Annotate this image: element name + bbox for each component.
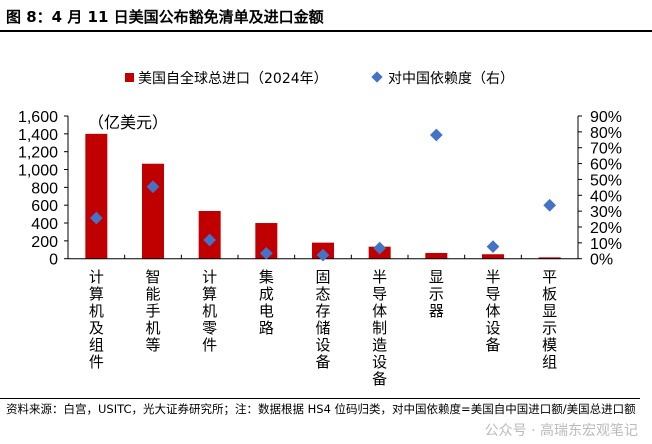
category-label-char: 计 [202,268,217,286]
left-tick-label: 1,000 [18,163,58,180]
category-label-char: 组 [542,353,557,371]
right-tick-label: 70% [590,141,622,158]
left-tick-label: 1,400 [18,127,58,144]
figure-title: 图 8：4 月 11 日美国公布豁免清单及进口金额 [6,8,324,26]
dependency-point [203,233,217,247]
category-label-char: 设 [372,353,387,371]
category-label-char: 算 [202,285,217,303]
category-label-char: 显 [429,268,444,286]
title-divider [0,30,652,32]
category-label-char: 体 [485,302,500,320]
category-label-char: 备 [485,336,500,354]
category-label-char: 导 [485,285,500,303]
category-label-char: 半 [372,268,387,286]
left-tick-label: 200 [31,234,58,251]
category-label-char: 体 [372,302,387,320]
category-label-char: 组 [89,336,104,354]
dependency-point [146,180,160,194]
category-label-char: 等 [145,336,160,354]
category-label-char: 计 [89,268,104,286]
category-label-char: 算 [89,285,104,303]
left-tick-label: 0 [49,252,58,269]
left-tick-label: 1,600 [18,109,58,126]
unit-label: （亿美元） [88,113,168,132]
right-tick-label: 60% [590,157,622,174]
category-label-char: 造 [372,336,387,354]
category-label-char: 件 [202,336,217,354]
right-tick-label: 20% [590,220,622,237]
category-label-char: 电 [259,302,274,320]
bar [425,252,448,259]
category-label-char: 集 [259,268,274,286]
category-label-char: 成 [259,285,274,303]
category-label-char: 备 [315,353,330,371]
dependency-point [316,248,330,262]
right-tick-label: 10% [590,236,622,253]
category-label-char: 及 [89,319,104,337]
dependency-point [373,241,387,255]
left-tick-label: 1,200 [18,145,58,162]
category-label-char: 示 [542,319,557,337]
category-label-char: 设 [315,336,330,354]
category-label-char: 机 [202,302,217,320]
category-label-char: 制 [372,319,387,337]
dependency-point [486,240,500,254]
bar [255,223,278,259]
left-tick-label: 600 [31,198,58,215]
note-divider [0,398,640,399]
category-label-char: 设 [485,319,500,337]
watermark: 公众号 · 高瑞东宏观笔记 [484,423,638,439]
category-label-char: 固 [315,268,330,286]
category-label-char: 零 [202,319,217,337]
dependency-point [259,246,273,260]
left-tick-label: 400 [31,216,58,233]
category-label-char: 平 [542,268,557,286]
category-label-char: 能 [145,285,160,303]
right-tick-label: 90% [590,109,622,126]
category-label-char: 态 [315,285,330,303]
category-label-char: 手 [145,302,160,320]
category-label-char: 储 [315,319,330,337]
category-label-char: 机 [145,319,160,337]
right-tick-label: 0% [590,252,613,269]
category-label-char: 示 [429,285,444,303]
source-note: 资料来源：白宫，USITC，光大证券研究所；注：数据根据 HS4 位码归类，对中… [6,402,636,416]
right-tick-label: 40% [590,188,622,205]
category-label-char: 智 [145,268,160,286]
category-label-char: 模 [542,336,557,354]
right-tick-label: 80% [590,125,622,142]
bar [482,254,504,259]
bar [85,133,108,259]
category-label-char: 存 [315,302,330,320]
category-label-char: 备 [372,370,387,388]
legend-bar-label: 美国自全球总进口（2024年） [138,70,328,87]
category-label-char: 显 [542,302,557,320]
legend-point-swatch [371,71,383,83]
bar [142,163,164,259]
legend-point-label: 对中国依赖度（右） [388,71,514,87]
category-label-char: 导 [372,285,387,303]
category-label-char: 板 [542,285,557,303]
dependency-point [429,128,443,142]
category-label-char: 机 [89,302,104,320]
category-label-char: 半 [485,268,500,286]
legend-bar-swatch [125,73,134,82]
dependency-point [543,198,557,212]
category-label-char: 器 [429,302,444,320]
category-label-char: 路 [259,319,274,337]
dependency-point [89,211,103,225]
right-tick-label: 50% [590,172,622,189]
left-tick-label: 800 [31,180,58,197]
right-tick-label: 30% [590,204,622,221]
category-label-char: 件 [89,353,104,371]
bar [538,257,561,259]
